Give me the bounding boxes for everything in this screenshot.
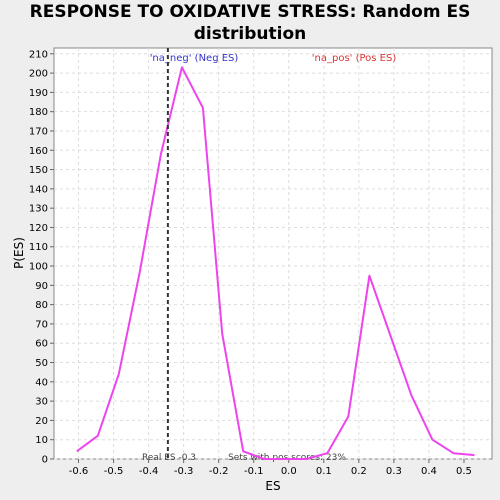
- y-tick-label: 110: [29, 242, 48, 253]
- chart-title-line2: distribution: [193, 24, 307, 44]
- y-tick-label: 0: [42, 455, 48, 466]
- y-tick-label: 140: [29, 184, 48, 195]
- x-tick-label: 0.2: [351, 466, 367, 477]
- y-tick-label: 80: [35, 300, 48, 311]
- y-tick-label: 150: [29, 165, 48, 176]
- series: [76, 48, 475, 460]
- x-tick-label: 0.0: [281, 466, 297, 477]
- y-tick-label: 180: [29, 107, 48, 118]
- y-tick-label: 20: [35, 416, 48, 427]
- x-tick-label: -0.4: [139, 466, 159, 477]
- x-tick-label: -0.1: [244, 466, 264, 477]
- y-tick-label: 40: [35, 377, 48, 388]
- x-tick-label: 0.4: [421, 466, 437, 477]
- y-tick-label: 120: [29, 223, 48, 234]
- y-tick-label: 90: [35, 281, 48, 292]
- pos-es-label: 'na_pos' (Pos ES): [312, 53, 397, 64]
- y-tick-label: 100: [29, 262, 48, 273]
- x-tick-label: -0.3: [174, 466, 194, 477]
- plot-area: [53, 47, 493, 460]
- neg-es-label: 'na_neg' (Neg ES): [150, 53, 239, 64]
- y-tick-label: 170: [29, 126, 48, 137]
- x-tick-label: -0.5: [104, 466, 124, 477]
- axis-ticks: 0 10 20 30 40 50 60 70 80 90 100 110 120 130 140 150 160…: [29, 49, 472, 477]
- grid: [54, 48, 492, 460]
- y-tick-label: 10: [35, 435, 48, 446]
- x-axis-label: ES: [265, 479, 280, 493]
- y-tick-label: 30: [35, 397, 48, 408]
- y-tick-label: 190: [29, 88, 48, 99]
- x-tick-label: 0.5: [456, 466, 472, 477]
- x-tick-label: 0.3: [386, 466, 402, 477]
- y-tick-label: 200: [29, 69, 48, 80]
- y-tick-label: 50: [35, 358, 48, 369]
- chart-title-line1: RESPONSE TO OXIDATIVE STRESS: Random ES: [29, 2, 471, 22]
- y-tick-label: 160: [29, 146, 48, 157]
- y-axis-label: P(ES): [12, 237, 26, 269]
- x-tick-label: -0.2: [209, 466, 229, 477]
- y-tick-label: 70: [35, 319, 48, 330]
- series-line: [76, 66, 475, 460]
- x-tick-label: 0.1: [316, 466, 332, 477]
- real-es-label: Real ES -0.3: [142, 453, 196, 463]
- y-tick-label: 130: [29, 204, 48, 215]
- y-tick-label: 60: [35, 339, 48, 350]
- y-tick-label: 210: [29, 49, 48, 60]
- x-tick-label: -0.6: [69, 466, 89, 477]
